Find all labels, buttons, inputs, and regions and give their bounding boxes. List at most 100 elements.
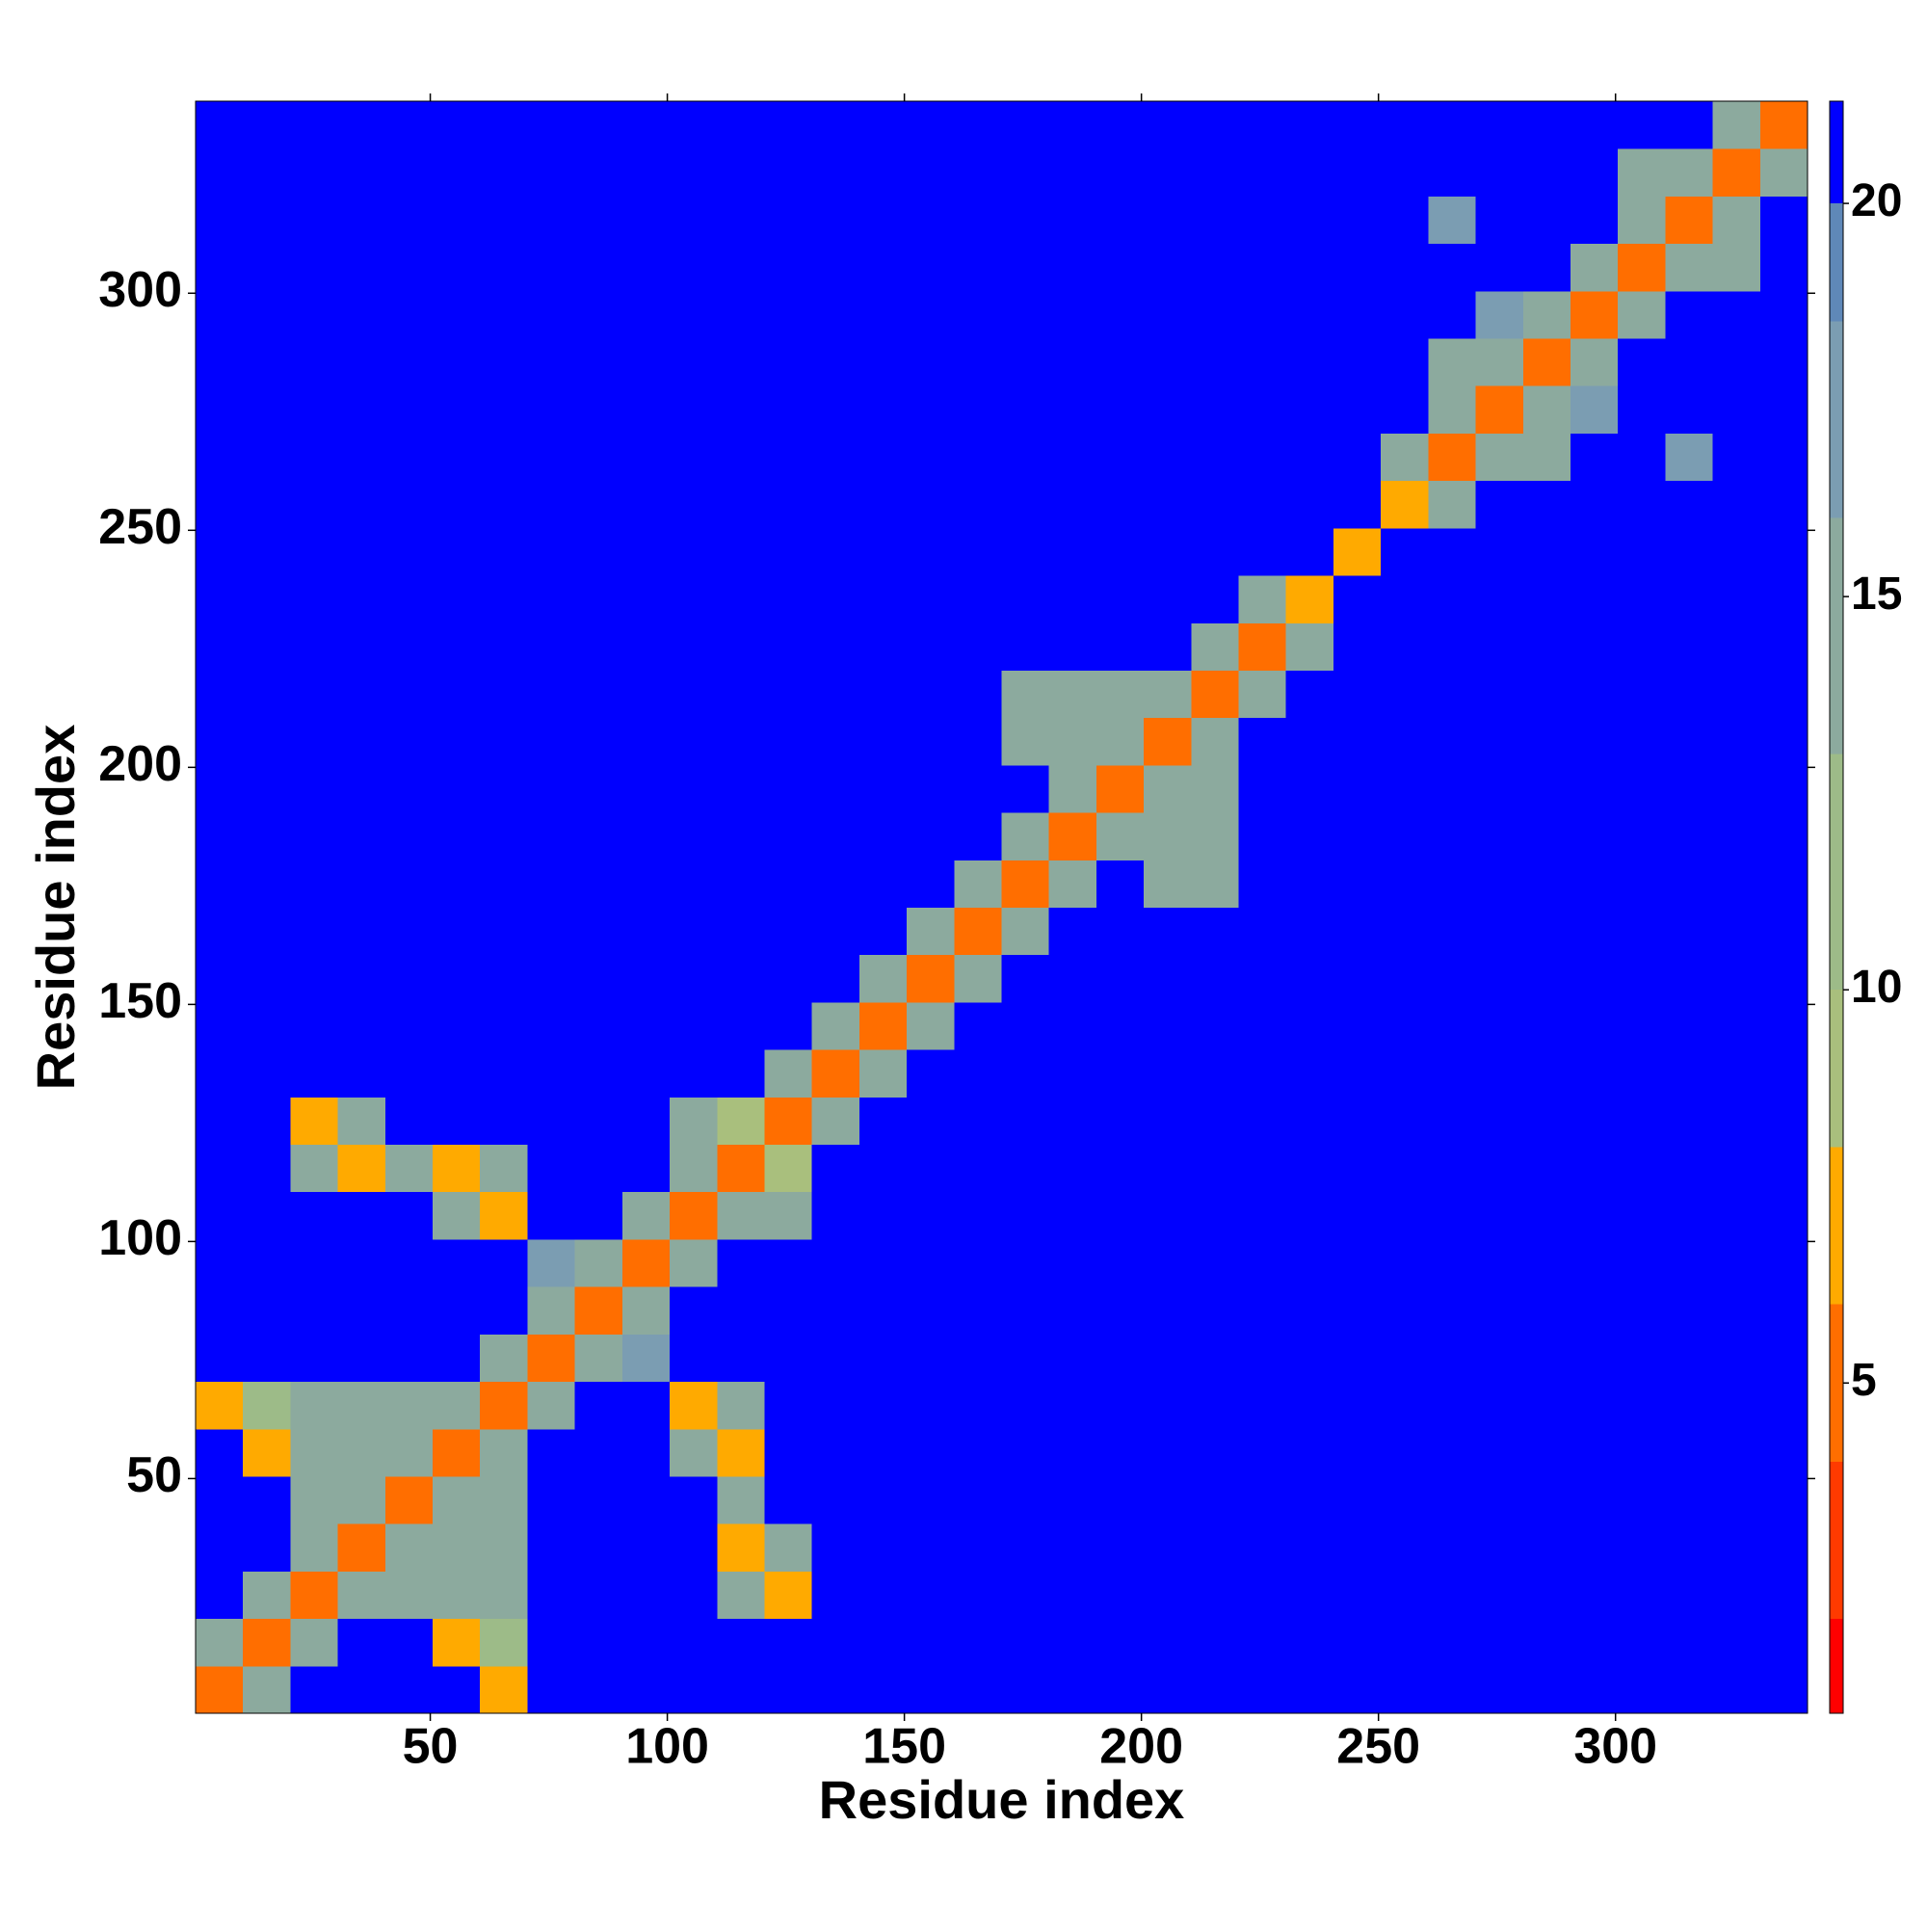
heatmap-cell xyxy=(1665,860,1714,908)
heatmap-cell xyxy=(1665,1665,1714,1714)
heatmap-cell xyxy=(1475,764,1524,813)
heatmap-cell xyxy=(764,1381,813,1430)
heatmap-cell xyxy=(1144,527,1192,576)
heatmap-cell xyxy=(384,338,434,386)
heatmap-cell xyxy=(954,764,1002,813)
heatmap-cell xyxy=(670,196,718,245)
heatmap-cell xyxy=(1428,1428,1477,1477)
heatmap-cell xyxy=(337,1618,386,1667)
heatmap-cell xyxy=(1285,1286,1334,1335)
heatmap-cell xyxy=(717,101,765,149)
heatmap-cell xyxy=(1522,860,1571,908)
heatmap-cell xyxy=(811,954,860,1003)
heatmap-cell xyxy=(1381,575,1429,623)
heatmap-cell xyxy=(337,385,386,434)
heatmap-cell xyxy=(621,1144,671,1193)
heatmap-cell xyxy=(1001,1475,1050,1524)
heatmap-cell xyxy=(1191,717,1240,766)
heatmap-cell xyxy=(480,1049,528,1098)
heatmap-cell xyxy=(621,670,671,719)
heatmap-cell xyxy=(1144,1618,1192,1667)
heatmap-cell xyxy=(621,1049,671,1098)
heatmap-cell xyxy=(1712,1001,1761,1050)
heatmap-cell xyxy=(1238,1286,1287,1335)
heatmap-cell xyxy=(290,812,339,860)
heatmap-cell xyxy=(1618,764,1666,813)
heatmap-cell xyxy=(1144,670,1192,719)
heatmap-cell xyxy=(1001,717,1050,766)
heatmap-cell xyxy=(1333,480,1382,529)
heatmap-cell xyxy=(621,812,671,860)
heatmap-cell xyxy=(1048,1475,1097,1524)
y-tick-label: 250 xyxy=(98,499,182,555)
heatmap-cell xyxy=(1191,1523,1240,1572)
heatmap-cell xyxy=(1759,1286,1808,1335)
heatmap-cell xyxy=(954,1049,1002,1098)
heatmap-cell xyxy=(1144,385,1192,434)
heatmap-cell xyxy=(1333,717,1382,766)
heatmap-cell xyxy=(954,433,1002,482)
heatmap-cell xyxy=(1570,243,1619,292)
heatmap-cell xyxy=(1048,290,1097,339)
heatmap-cell xyxy=(907,1381,955,1430)
heatmap-cell xyxy=(621,196,671,245)
heatmap-cell xyxy=(1759,101,1808,149)
heatmap-cell xyxy=(1144,1001,1192,1050)
heatmap-cell xyxy=(621,764,671,813)
heatmap-cell xyxy=(1570,1571,1619,1620)
heatmap-cell xyxy=(196,575,244,623)
heatmap-cell xyxy=(196,338,244,386)
heatmap-cell xyxy=(1475,385,1524,434)
heatmap-cell xyxy=(1570,907,1619,956)
heatmap-cell xyxy=(433,954,481,1003)
heatmap-cell xyxy=(433,196,481,245)
heatmap-cell xyxy=(1712,764,1761,813)
heatmap-cell xyxy=(1001,433,1050,482)
heatmap-cell xyxy=(670,1097,718,1146)
heatmap-cell xyxy=(1665,148,1714,197)
heatmap-cell xyxy=(243,243,291,292)
heatmap-cell xyxy=(384,196,434,245)
heatmap-cell xyxy=(1001,290,1050,339)
heatmap-cell xyxy=(1144,764,1192,813)
heatmap-cell xyxy=(1191,1144,1240,1193)
heatmap-cell xyxy=(1712,243,1761,292)
heatmap-cell xyxy=(670,860,718,908)
heatmap-cell xyxy=(337,433,386,482)
heatmap-cell xyxy=(1618,670,1666,719)
heatmap-cell xyxy=(1570,812,1619,860)
heatmap-cell xyxy=(1522,243,1571,292)
heatmap-cell xyxy=(764,243,813,292)
heatmap-cell xyxy=(1475,1001,1524,1050)
heatmap-cell xyxy=(527,1618,576,1667)
heatmap-cell xyxy=(1381,1571,1429,1620)
heatmap-cell xyxy=(1144,1049,1192,1098)
colorbar-segment xyxy=(1830,1147,1843,1305)
heatmap-cell xyxy=(1381,290,1429,339)
heatmap-cell xyxy=(1381,243,1429,292)
heatmap-cell xyxy=(1665,338,1714,386)
heatmap-cell xyxy=(764,1523,813,1572)
colorbar-tick-label: 20 xyxy=(1851,175,1902,226)
heatmap-cell xyxy=(717,1475,765,1524)
heatmap-cell xyxy=(290,433,339,482)
heatmap-cell xyxy=(1522,1571,1571,1620)
heatmap-cell xyxy=(621,1238,671,1287)
heatmap-cell xyxy=(1665,527,1714,576)
heatmap-cell xyxy=(1144,480,1192,529)
heatmap-cell xyxy=(384,1144,434,1193)
heatmap-cell xyxy=(1048,243,1097,292)
heatmap-cell xyxy=(1522,907,1571,956)
y-tick-label: 300 xyxy=(98,262,182,318)
heatmap-cell xyxy=(433,1097,481,1146)
heatmap-cell xyxy=(243,1097,291,1146)
colorbar-frame xyxy=(1829,100,1844,1714)
colorbar-segment xyxy=(1830,517,1843,754)
x-tick-label: 250 xyxy=(1336,1719,1420,1775)
heatmap-cell xyxy=(574,1144,623,1193)
heatmap-cell xyxy=(621,575,671,623)
heatmap-cell xyxy=(670,290,718,339)
heatmap-cell xyxy=(527,338,576,386)
heatmap-cell xyxy=(811,1286,860,1335)
heatmap-cell xyxy=(1618,1571,1666,1620)
